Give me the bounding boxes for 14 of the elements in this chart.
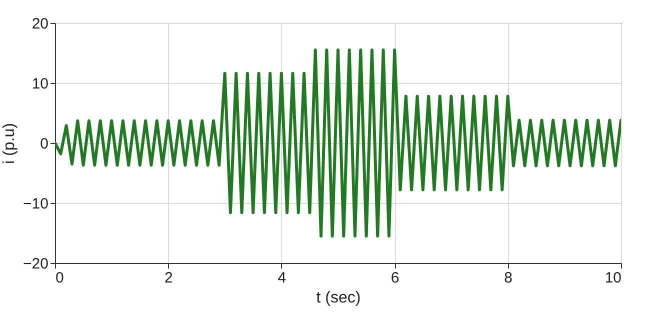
y-tick-label: 0	[40, 136, 48, 152]
y-tick-label: 20	[32, 16, 48, 32]
line-series	[55, 48, 621, 238]
x-tick-label: 4	[278, 270, 286, 286]
x-tick-label: 8	[504, 270, 512, 286]
x-tick-label: 6	[390, 270, 400, 286]
x-tick-label: 2	[164, 270, 173, 286]
y-tick-label: 10	[32, 76, 48, 92]
x-tick-label: 10	[604, 270, 622, 286]
y-tick-label: −10	[23, 196, 48, 212]
x-axis-title: t (sec)	[316, 290, 361, 306]
y-tick-label: −20	[23, 256, 48, 272]
y-axis-title: i (p.u)	[1, 123, 18, 164]
x-tick-label: 0	[56, 270, 64, 286]
